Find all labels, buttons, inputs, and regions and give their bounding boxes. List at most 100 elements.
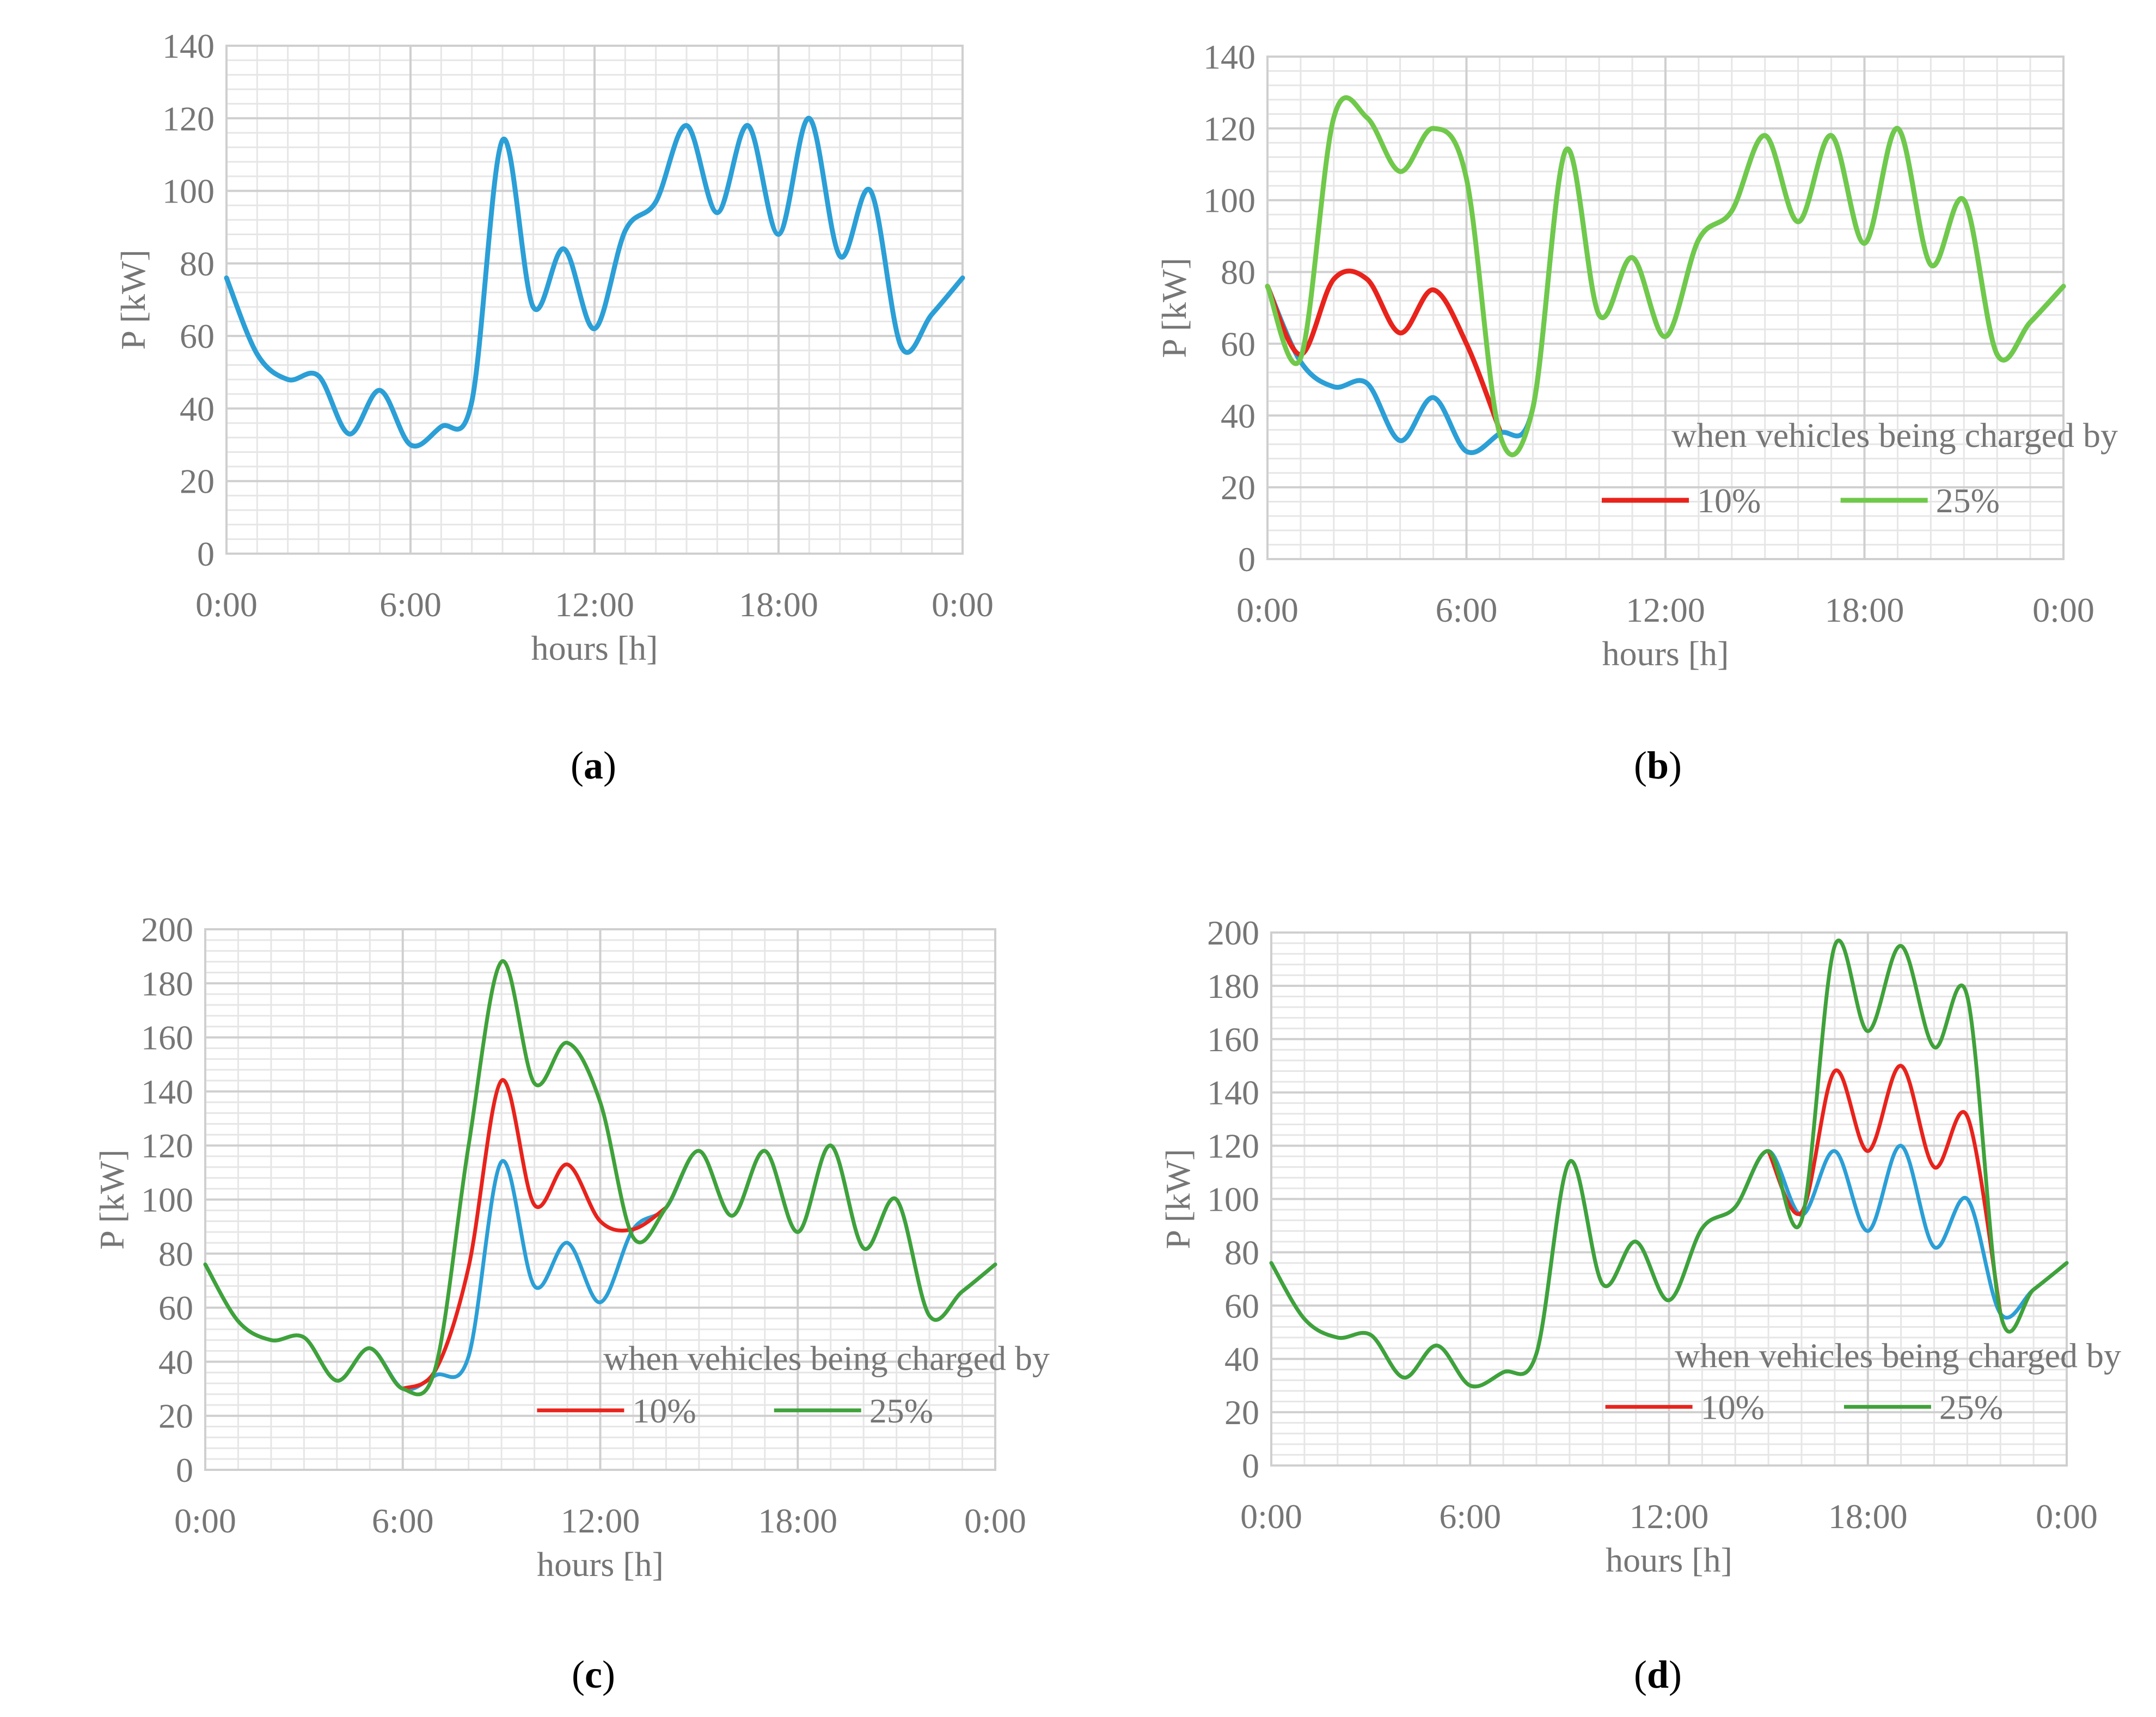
x-axis-label: hours [h] <box>537 1545 664 1584</box>
y-tick-label: 80 <box>1224 1233 1259 1272</box>
y-tick-label: 200 <box>141 910 193 949</box>
legend-label-25pct: 25% <box>1936 481 2000 520</box>
y-tick-label: 100 <box>1203 181 1255 220</box>
x-axis-label: hours [h] <box>531 629 658 667</box>
series-group <box>1269 939 2069 1389</box>
legend-label-25pct: 25% <box>869 1391 933 1430</box>
y-tick-label: 20 <box>1221 468 1255 507</box>
y-tick-label: 140 <box>1207 1074 1259 1112</box>
chart-panel-d: 0 20 40 60 80 100 120 140 160 180 200 0:00 6:00 12:00… <box>1159 913 2121 1696</box>
panel-label: (c) <box>572 1653 615 1696</box>
x-tick-label: 0:00 <box>964 1501 1026 1540</box>
y-tick-label: 20 <box>158 1397 193 1436</box>
series-line-25pct <box>203 959 997 1396</box>
x-tick-label: 18:00 <box>739 585 818 624</box>
plot-border <box>225 45 964 555</box>
y-tick-label: 100 <box>162 172 215 211</box>
series-line-25pct <box>1269 939 2069 1389</box>
series-line-10pct <box>1766 1064 2002 1316</box>
x-tick-label: 6:00 <box>379 585 442 624</box>
x-tick-label: 18:00 <box>758 1501 837 1540</box>
y-tick-label: 60 <box>180 317 215 355</box>
x-tick-label: 12:00 <box>555 585 634 624</box>
series-line-10pct <box>401 1078 668 1391</box>
plot-border <box>204 928 996 1471</box>
panel-label: (b) <box>1634 744 1682 787</box>
series-line-25pct <box>1265 95 2066 457</box>
legend-label-10pct: 10% <box>632 1391 696 1430</box>
x-tick-label: 18:00 <box>1825 591 1904 629</box>
chart-panel-c: 0 20 40 60 80 100 120 140 160 180 200 0:00 6:00 12:00… <box>93 910 1050 1696</box>
y-tick-label: 0 <box>197 535 215 573</box>
series-group <box>224 115 965 449</box>
panel-label: (d) <box>1634 1653 1682 1696</box>
x-axis-label: hours [h] <box>1602 634 1729 673</box>
y-tick-label: 160 <box>141 1019 193 1057</box>
y-tick-label: 0 <box>1238 540 1255 579</box>
series-group <box>203 959 997 1396</box>
y-tick-label: 80 <box>180 244 215 283</box>
legend-label-10pct: 10% <box>1697 481 1761 520</box>
x-tick-label: 6:00 <box>1439 1497 1501 1536</box>
y-tick-label: 160 <box>1207 1020 1259 1059</box>
y-tick-label: 120 <box>1203 109 1255 148</box>
series-group <box>1265 95 2066 457</box>
y-tick-label: 100 <box>1207 1180 1259 1219</box>
x-tick-label: 0:00 <box>1240 1497 1302 1536</box>
y-tick-label: 140 <box>141 1072 193 1111</box>
y-axis-label: P [kW] <box>114 249 152 349</box>
plot-border <box>1266 56 2065 560</box>
y-tick-label: 40 <box>180 389 215 428</box>
x-tick-label: 6:00 <box>1436 591 1498 629</box>
x-tick-label: 12:00 <box>1630 1497 1709 1536</box>
x-tick-label: 0:00 <box>2032 591 2094 629</box>
x-tick-label: 12:00 <box>561 1501 640 1540</box>
y-tick-label: 180 <box>1207 967 1259 1005</box>
legend-title: when vehicles being charged by <box>603 1339 1050 1377</box>
x-tick-label: 0:00 <box>2036 1497 2098 1536</box>
series-line-base <box>224 115 965 449</box>
y-tick-label: 0 <box>176 1451 193 1489</box>
legend: when vehicles being charged by 10% 25% <box>1605 1336 2121 1426</box>
y-tick-label: 120 <box>1207 1127 1259 1166</box>
y-tick-label: 120 <box>141 1126 193 1165</box>
y-axis-label: P [kW] <box>93 1149 131 1249</box>
legend: when vehicles being charged by 10% 25% <box>537 1339 1050 1430</box>
y-tick-label: 60 <box>1221 324 1255 363</box>
x-axis-label: hours [h] <box>1606 1541 1732 1579</box>
y-tick-label: 200 <box>1207 913 1259 952</box>
x-tick-label: 0:00 <box>195 585 258 624</box>
chart-panel-b: 0 20 40 60 80 100 120 140 0:00 6:00 12:00 18:00 0:00… <box>1155 38 2118 787</box>
legend-label-10pct: 10% <box>1701 1388 1765 1426</box>
y-tick-label: 40 <box>158 1342 193 1381</box>
y-tick-label: 40 <box>1221 396 1255 435</box>
y-tick-label: 0 <box>1242 1446 1259 1485</box>
plot-border <box>1270 931 2068 1467</box>
y-tick-label: 140 <box>162 27 215 65</box>
y-axis-label: P [kW] <box>1159 1149 1197 1249</box>
x-tick-label: 18:00 <box>1828 1497 1908 1536</box>
y-tick-label: 20 <box>180 462 215 501</box>
y-tick-label: 40 <box>1224 1340 1259 1378</box>
x-tick-label: 12:00 <box>1626 591 1705 629</box>
y-tick-label: 180 <box>141 964 193 1003</box>
y-tick-label: 120 <box>162 99 215 138</box>
x-tick-label: 0:00 <box>174 1501 236 1540</box>
x-tick-label: 0:00 <box>1236 591 1298 629</box>
x-tick-label: 6:00 <box>372 1501 434 1540</box>
legend: when vehicles being charged by 10% 25% <box>1602 416 2118 520</box>
y-tick-label: 140 <box>1203 38 1255 76</box>
y-tick-label: 80 <box>158 1235 193 1273</box>
legend-title: when vehicles being charged by <box>1671 416 2118 455</box>
y-tick-label: 100 <box>141 1181 193 1219</box>
y-tick-label: 20 <box>1224 1393 1259 1432</box>
y-tick-label: 60 <box>1224 1286 1259 1325</box>
y-axis-label: P [kW] <box>1155 257 1193 358</box>
legend-label-25pct: 25% <box>1939 1388 2003 1426</box>
y-tick-label: 80 <box>1221 253 1255 292</box>
panel-label: (a) <box>571 744 616 787</box>
x-tick-label: 0:00 <box>932 585 994 624</box>
y-tick-label: 60 <box>158 1289 193 1327</box>
legend-title: when vehicles being charged by <box>1675 1336 2121 1375</box>
